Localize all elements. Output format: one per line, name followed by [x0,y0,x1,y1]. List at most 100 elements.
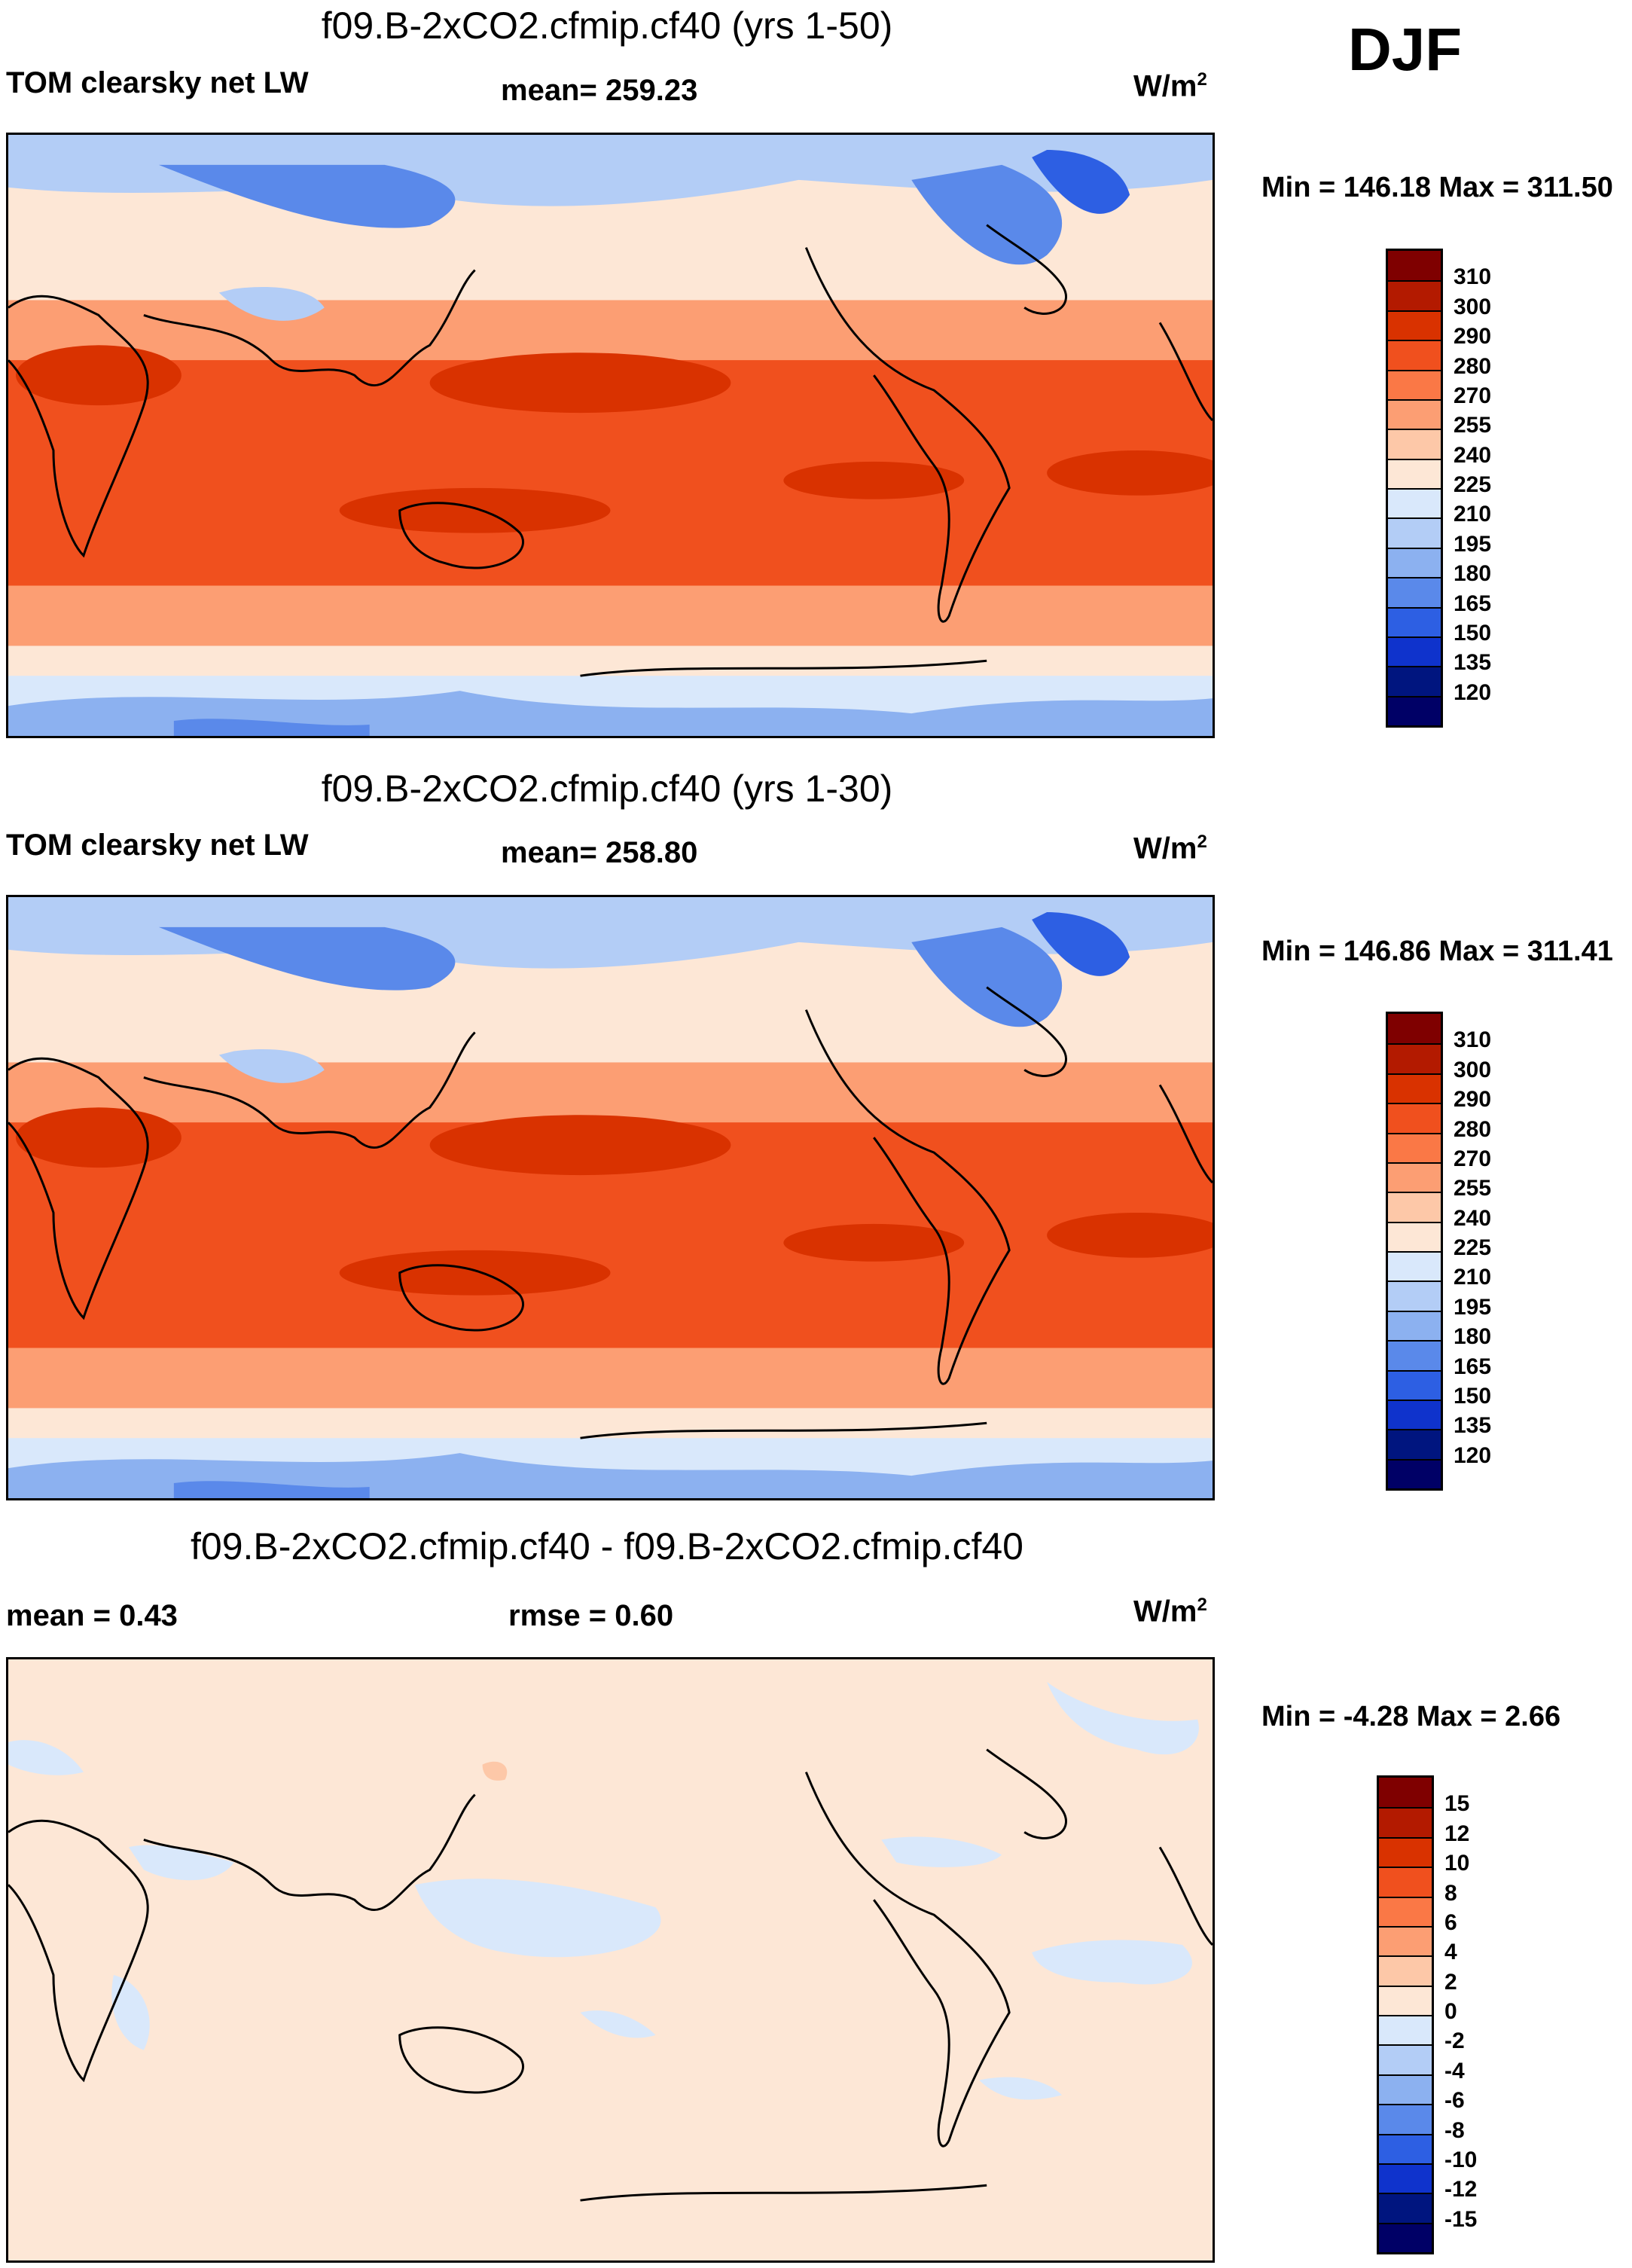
panel1-title: f09.B-2xCO2.cfmip.cf40 (yrs 1-50) [321,5,893,47]
panel2-colorbar-swatch-10 [1388,1310,1441,1341]
panel1-colorbar-swatch-4 [1388,369,1441,399]
panel2-colorbar-label: 290 [1454,1087,1492,1113]
panel1-colorbar-swatch-10 [1388,547,1441,578]
panel2-colorbar-label: 165 [1454,1354,1492,1379]
panel3-colorbar-swatch-14 [1379,2193,1432,2223]
panel1-colorbar-swatch-6 [1388,429,1441,459]
panel3-colorbar-swatch-7 [1379,1985,1432,2015]
panel3-colorbar-swatch-10 [1379,2074,1432,2105]
panel1-colorbar-labels: 310 300 290 280 270 255 240 225 210 195 … [1454,249,1544,728]
panel2-title: f09.B-2xCO2.cfmip.cf40 (yrs 1-30) [321,768,893,810]
panel1-colorbar-label: 225 [1454,472,1492,497]
panel3-colorbar-label: 15 [1444,1791,1470,1817]
panel3-colorbar-label: 12 [1444,1821,1470,1846]
panel1-map [6,133,1228,738]
panel1-colorbar-swatch-15 [1388,695,1441,725]
panel3-colorbar-swatch-11 [1379,2104,1432,2134]
panel1-map-svg [7,135,1228,736]
panel1-colorbar-swatch-1 [1388,280,1441,310]
panel3-colorbar-label: -12 [1444,2177,1478,2202]
panel1-colorbar-label: 240 [1454,442,1492,468]
panel3-colorbar-label: 0 [1444,1999,1457,2024]
panel2-colorbar-label: 255 [1454,1176,1492,1201]
panel3-colorbar-swatch-15 [1379,2222,1432,2252]
panel3-colorbar-label: -8 [1444,2117,1465,2143]
panel2-colorbar-swatch-0 [1388,1014,1441,1044]
panel1-minmax: Min = 146.18 Max = 311.50 [1261,172,1613,203]
panel2-colorbar-label: 180 [1454,1324,1492,1350]
panel1-colorbar-swatch-2 [1388,310,1441,340]
panel1-colorbar-label: 135 [1454,650,1492,676]
panel1-colorbar-swatch-8 [1388,488,1441,518]
panel1-mean-label: mean= 259.23 [501,74,698,107]
panel2-colorbar-swatch-4 [1388,1132,1441,1162]
panel2-map [6,895,1228,1500]
panel1-colorbar-label: 290 [1454,324,1492,350]
panel1-colorbar-swatch-3 [1388,340,1441,370]
panel1-colorbar [1386,249,1443,728]
panel1-colorbar-label: 180 [1454,561,1492,587]
panel3-colorbar-swatch-8 [1379,2015,1432,2045]
panel3-colorbar-label: 4 [1444,1940,1457,1965]
panel2-colorbar-swatch-7 [1388,1221,1441,1251]
panel3-colorbar-swatch-12 [1379,2133,1432,2163]
panel1-colorbar-swatch-14 [1388,666,1441,696]
panel1-colorbar-swatch-9 [1388,517,1441,548]
panel3-units: W/m2 [1133,1595,1207,1629]
panel3-colorbar-label: -4 [1444,2058,1465,2083]
panel2-colorbar-label: 300 [1454,1057,1492,1082]
panel3-colorbar-label: 10 [1444,1851,1470,1876]
panel2-minmax: Min = 146.86 Max = 311.41 [1261,936,1613,967]
panel3-mean-label: mean = 0.43 [6,1599,178,1632]
panel2-colorbar-swatch-12 [1388,1369,1441,1400]
season-label: DJF [1348,16,1463,83]
panel3-colorbar-label: 6 [1444,1909,1457,1935]
panel3-colorbar [1377,1775,1434,2254]
panel2-variable-label: TOM clearsky net LW [6,829,309,862]
panel2-colorbar-label: 280 [1454,1116,1492,1142]
panel3-colorbar-swatch-1 [1379,1807,1432,1837]
panel1-colorbar-label: 165 [1454,591,1492,616]
panel1-colorbar-swatch-13 [1388,636,1441,667]
panel2-colorbar-swatch-14 [1388,1429,1441,1459]
panel3-map-svg [7,1659,1214,2260]
panel1-colorbar-swatch-12 [1388,606,1441,636]
panel3-colorbar-labels: 15 12 10 8 6 4 2 0 -2 -4 -6 -8 -10 -12 -… [1444,1775,1535,2254]
panel3-colorbar-label: 2 [1444,1969,1457,1995]
panel3-rmse-label: rmse = 0.60 [508,1599,674,1632]
panel3-title: f09.B-2xCO2.cfmip.cf40 - f09.B-2xCO2.cfm… [191,1525,1023,1567]
panel1-colorbar-swatch-5 [1388,398,1441,429]
panel1-colorbar-label: 195 [1454,531,1492,557]
panel2-colorbar-swatch-5 [1388,1161,1441,1192]
panel1-colorbar-label: 255 [1454,413,1492,438]
panel2-map-svg [7,897,1228,1498]
panel3-colorbar-label: -6 [1444,2088,1465,2114]
panel1-variable-label: TOM clearsky net LW [6,66,309,99]
panel2-mean-label: mean= 258.80 [501,836,698,869]
panel3-colorbar-label: -15 [1444,2206,1478,2232]
panel3-colorbar-label: 8 [1444,1880,1457,1906]
panel2-colorbar-swatch-3 [1388,1103,1441,1133]
panel1-colorbar-label: 280 [1454,353,1492,379]
panel2-colorbar-swatch-13 [1388,1399,1441,1430]
panel3-colorbar-swatch-3 [1379,1867,1432,1897]
panel3-colorbar-swatch-0 [1379,1778,1432,1808]
panel1-colorbar-label: 120 [1454,679,1492,705]
panel2-colorbar-label: 225 [1454,1235,1492,1260]
panel1-colorbar-label: 210 [1454,502,1492,527]
panel2-colorbar-label: 240 [1454,1205,1492,1231]
panel2-colorbar-label: 195 [1454,1294,1492,1320]
panel1-colorbar-label: 150 [1454,620,1492,646]
panel1-colorbar-swatch-0 [1388,251,1441,281]
panel1-colorbar-label: 310 [1454,264,1492,290]
panel2-colorbar-swatch-1 [1388,1043,1441,1073]
panel2-colorbar-label: 210 [1454,1265,1492,1290]
panel3-colorbar-swatch-6 [1379,1955,1432,1986]
panel1-colorbar-swatch-7 [1388,458,1441,488]
panel3-colorbar-swatch-2 [1379,1836,1432,1867]
panel2-colorbar-swatch-2 [1388,1073,1441,1103]
panel1-units: W/m2 [1133,69,1207,103]
panel2-units: W/m2 [1133,832,1207,865]
panel3-colorbar-swatch-13 [1379,2163,1432,2193]
panel1-colorbar-label: 300 [1454,294,1492,319]
